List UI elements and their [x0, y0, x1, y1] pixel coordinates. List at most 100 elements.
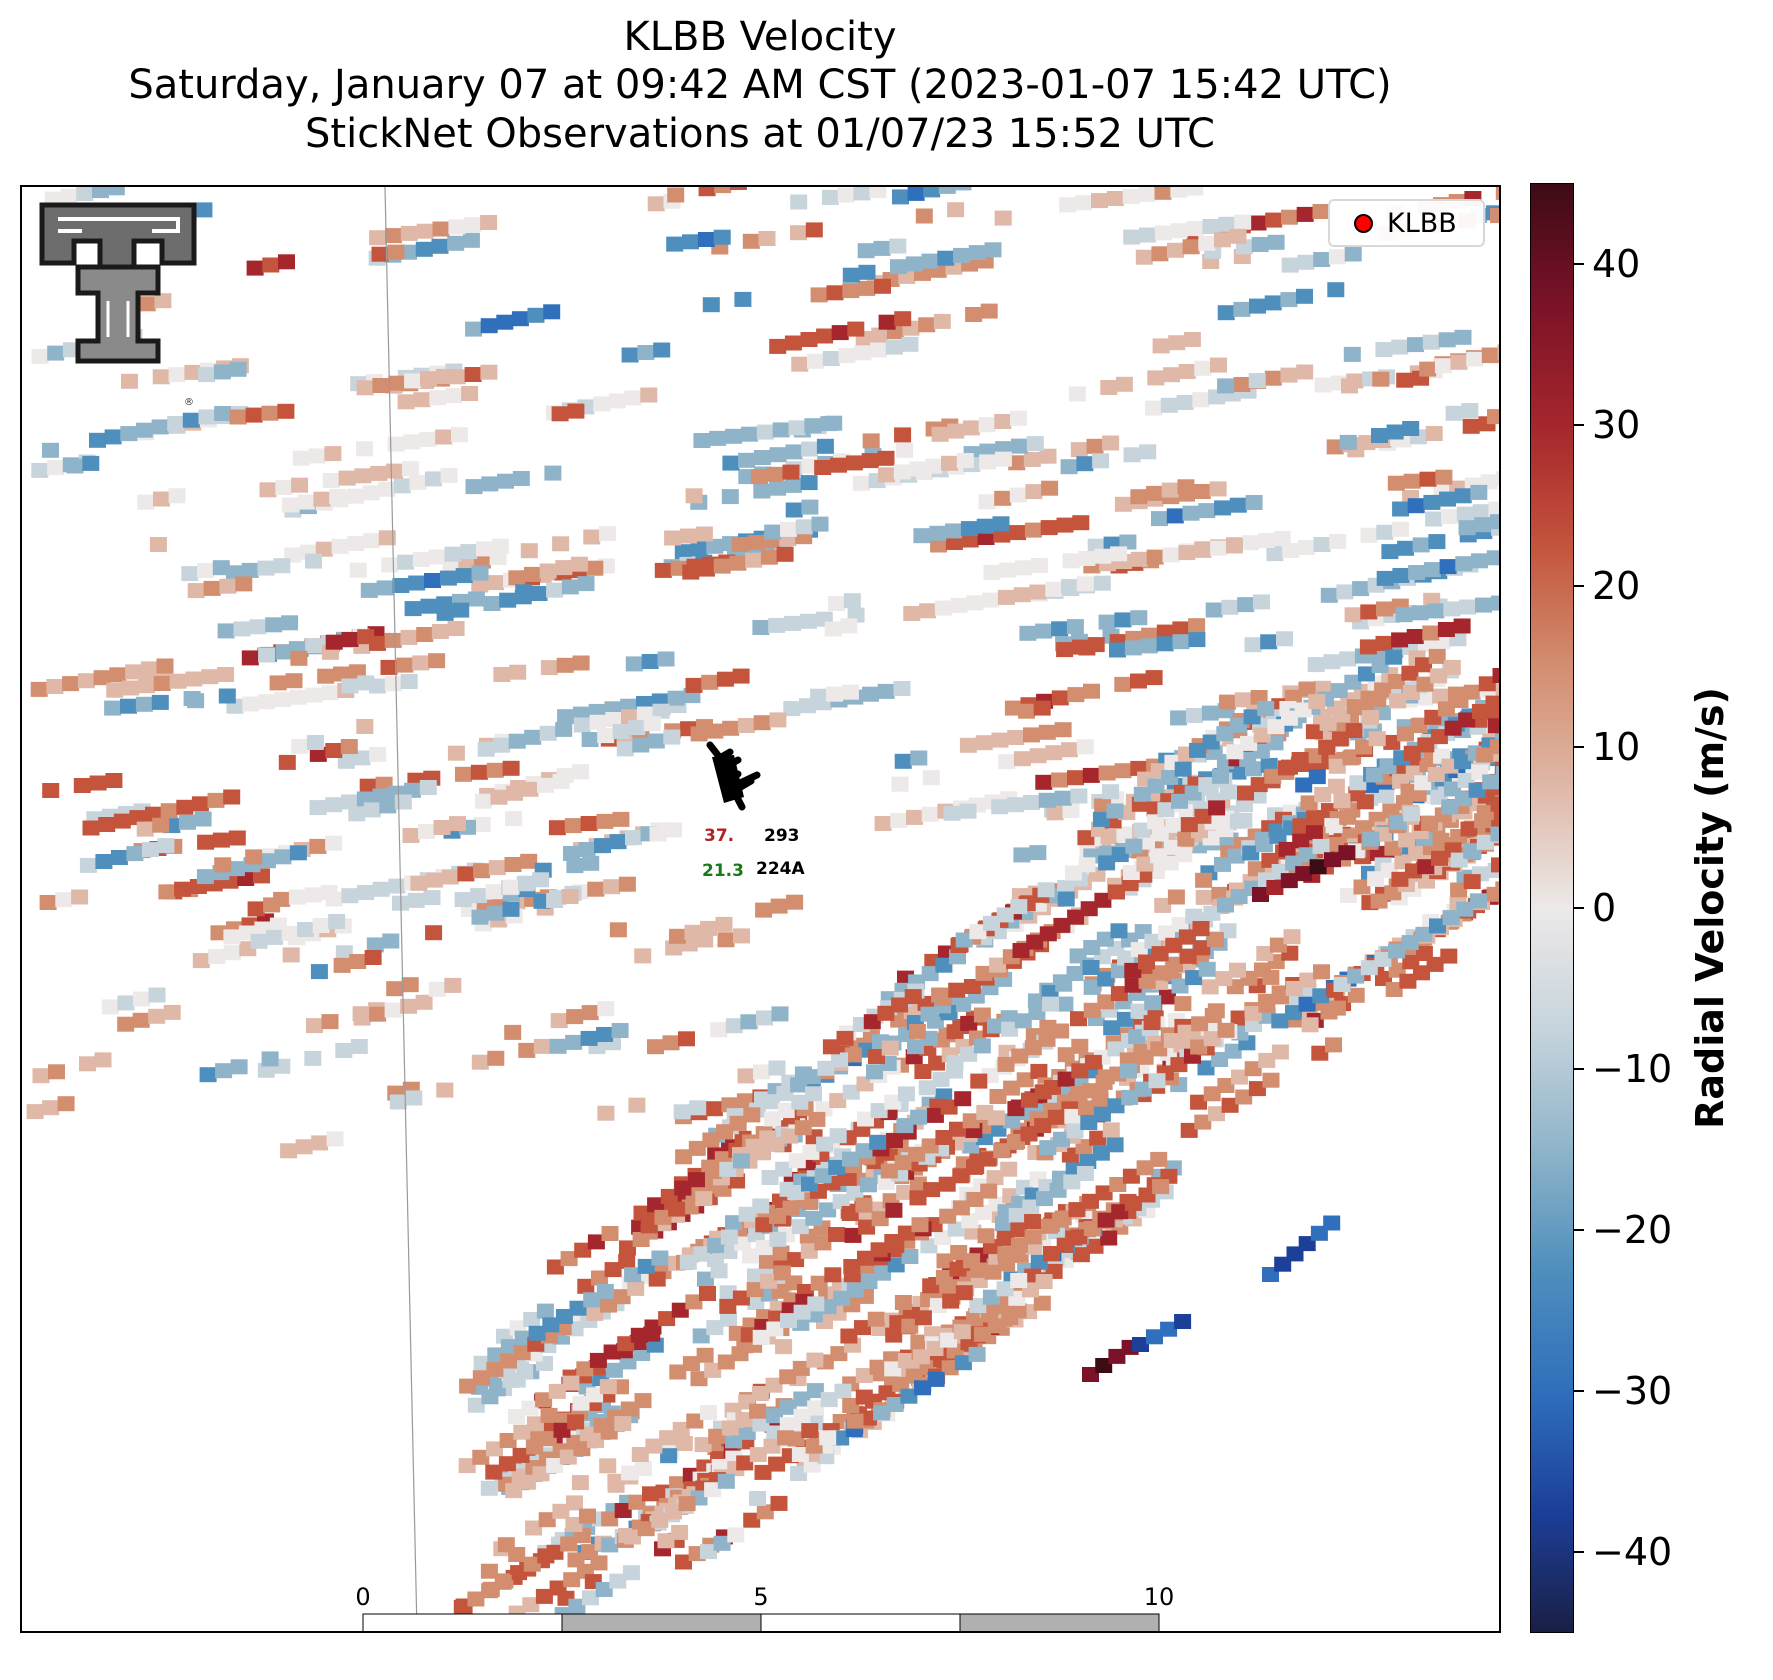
- velocity-gate: [826, 285, 844, 301]
- velocity-gate: [247, 901, 265, 917]
- velocity-gate: [561, 579, 579, 595]
- velocity-gate: [674, 1180, 692, 1196]
- velocity-gate: [722, 720, 740, 736]
- velocity-gate: [1345, 723, 1363, 739]
- velocity-gate: [292, 450, 310, 466]
- velocity-gate: [792, 1360, 810, 1376]
- velocity-gate: [1392, 568, 1410, 583]
- velocity-gate: [1182, 505, 1200, 521]
- velocity-gate: [749, 1403, 767, 1419]
- velocity-gate: [1146, 1329, 1163, 1345]
- velocity-gate: [407, 892, 425, 908]
- velocity-gate: [1022, 1199, 1040, 1215]
- velocity-gate: [728, 1173, 746, 1189]
- velocity-gate: [1078, 857, 1096, 873]
- velocity-gate: [1413, 965, 1430, 981]
- velocity-gate: [978, 417, 996, 433]
- velocity-gate: [1217, 1078, 1235, 1093]
- velocity-gate: [1064, 1108, 1082, 1124]
- colorbar-tick-label: 30: [1592, 402, 1641, 447]
- velocity-gate: [507, 1409, 525, 1424]
- velocity-gate: [1403, 473, 1421, 489]
- velocity-gate: [769, 1208, 786, 1224]
- velocity-gate: [1034, 1118, 1052, 1134]
- velocity-gate: [842, 1084, 860, 1100]
- velocity-gate: [1424, 709, 1442, 725]
- velocity-gate: [329, 488, 347, 504]
- velocity-gate: [1204, 1008, 1222, 1023]
- velocity-gate: [464, 367, 482, 382]
- velocity-gate: [816, 1136, 834, 1152]
- velocity-gate: [1282, 543, 1300, 558]
- velocity-gate: [753, 483, 771, 499]
- velocity-gate: [540, 1407, 558, 1423]
- velocity-gate: [1094, 548, 1112, 564]
- velocity-gate: [447, 621, 465, 636]
- velocity-gate: [802, 1144, 820, 1160]
- velocity-gate: [1401, 665, 1419, 681]
- velocity-gate: [384, 632, 402, 648]
- velocity-gate: [1110, 963, 1128, 979]
- velocity-gate: [857, 1111, 874, 1127]
- velocity-gate: [624, 1267, 642, 1283]
- velocity-gate: [1339, 434, 1357, 450]
- velocity-gate: [305, 638, 323, 653]
- velocity-gate: [1487, 409, 1499, 425]
- velocity-gate: [671, 1524, 689, 1540]
- velocity-gate: [566, 1009, 584, 1025]
- velocity-gate: [397, 554, 415, 570]
- velocity-gate: [275, 480, 293, 495]
- velocity-gate: [702, 297, 720, 313]
- velocity-gate: [968, 1346, 986, 1362]
- velocity-gate: [1026, 934, 1044, 950]
- velocity-gate: [755, 1240, 773, 1256]
- velocity-gate: [372, 378, 390, 393]
- velocity-gate: [1403, 806, 1421, 822]
- velocity-gate: [791, 356, 809, 372]
- velocity-gate: [312, 918, 330, 933]
- velocity-gate: [487, 1050, 505, 1066]
- velocity-gate: [1167, 889, 1185, 905]
- velocity-gate: [447, 235, 465, 251]
- velocity-gate: [403, 434, 421, 450]
- velocity-gate: [1053, 917, 1071, 933]
- colorbar-tick-label: 0: [1592, 886, 1617, 930]
- velocity-gate: [380, 659, 398, 675]
- velocity-gate: [522, 1597, 540, 1613]
- velocity-gate: [1117, 950, 1135, 966]
- velocity-gate: [540, 660, 558, 676]
- velocity-gate: [197, 834, 215, 850]
- velocity-gate: [1100, 380, 1118, 395]
- velocity-gate: [1098, 614, 1116, 630]
- velocity-gate: [184, 364, 202, 380]
- velocity-gate: [693, 433, 711, 448]
- velocity-gate: [415, 994, 433, 1010]
- velocity-gate: [914, 1380, 931, 1396]
- velocity-gate: [198, 367, 216, 383]
- velocity-gate: [452, 602, 470, 618]
- velocity-gate: [989, 1121, 1007, 1137]
- velocity-gate: [1475, 597, 1492, 613]
- velocity-gate: [1023, 727, 1040, 743]
- velocity-gate: [212, 560, 230, 576]
- velocity-gate: [471, 1054, 489, 1070]
- velocity-gate: [695, 526, 713, 542]
- velocity-gate: [1095, 1074, 1113, 1090]
- velocity-gate: [1146, 485, 1164, 501]
- velocity-gate: [1174, 996, 1192, 1012]
- velocity-gate: [42, 442, 59, 458]
- velocity-gate: [1133, 822, 1151, 838]
- velocity-gate: [947, 423, 965, 439]
- velocity-gate: [589, 1352, 607, 1368]
- velocity-gate: [473, 553, 491, 569]
- velocity-gate: [816, 438, 834, 454]
- velocity-gate: [1416, 676, 1434, 692]
- velocity-gate: [747, 1295, 765, 1310]
- velocity-gate: [1171, 978, 1189, 994]
- velocity-gate: [1353, 879, 1371, 895]
- velocity-gate: [890, 1012, 908, 1028]
- velocity-gate: [894, 753, 912, 769]
- velocity-gate: [263, 897, 281, 913]
- velocity-gate: [715, 916, 733, 932]
- velocity-gate: [665, 940, 683, 956]
